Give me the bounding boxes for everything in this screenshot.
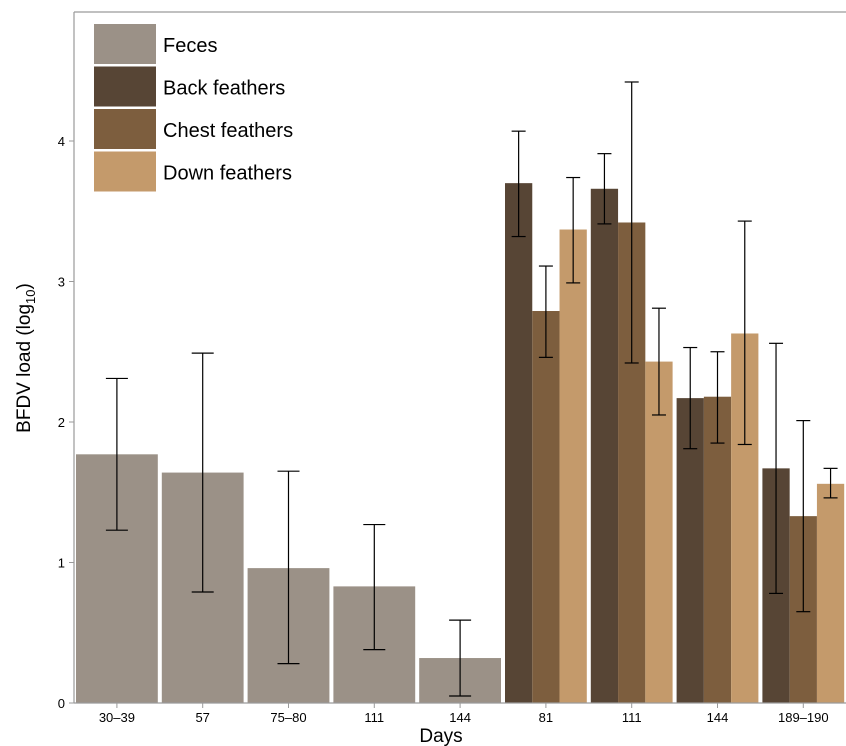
y-axis-label-suffix: ) (14, 283, 35, 289)
axes: 0 1 2 3 4 30–39 57 75–80 111 144 81 111 144 189–190 (58, 11, 846, 725)
legend-swatch (94, 109, 156, 149)
x-tick-label: 111 (622, 710, 642, 725)
legend-swatch (94, 24, 156, 64)
legend-label: Feces (163, 35, 217, 57)
legend-label: Down feathers (163, 163, 292, 185)
y-tick-label: 2 (58, 415, 65, 430)
x-tick-label: 144 (707, 710, 729, 725)
y-tick-label: 3 (58, 275, 65, 290)
bar (645, 361, 673, 703)
legend: Feces Back feathers Chest feathers Down fea… (94, 24, 293, 192)
y-axis-label-main: BFDV load (log (14, 304, 35, 433)
x-tick-label: 189–190 (778, 710, 829, 725)
bar (505, 183, 533, 703)
legend-swatch (94, 66, 156, 107)
y-axis-label-subscript: 10 (23, 290, 38, 304)
legend-swatch (94, 151, 156, 192)
x-tick-label: 75–80 (270, 710, 306, 725)
bar (590, 188, 619, 703)
y-tick-label: 0 (58, 696, 65, 711)
bar (816, 483, 845, 703)
legend-label: Chest feathers (163, 120, 293, 142)
y-tick-label: 4 (58, 134, 65, 149)
legend-label: Back feathers (163, 78, 285, 100)
x-axis-label: Days (419, 726, 462, 746)
x-tick-label: 144 (449, 710, 471, 725)
x-tick-label: 57 (195, 710, 209, 725)
x-tick-label: 81 (539, 710, 553, 725)
x-tick-label: 111 (364, 710, 384, 725)
plot-area (76, 81, 845, 704)
x-tick-label: 30–39 (99, 710, 135, 725)
y-tick-label: 1 (58, 556, 65, 571)
bar (559, 229, 587, 703)
bar (703, 396, 732, 703)
y-axis-label: BFDV load (log10) (14, 283, 38, 433)
bar (532, 311, 560, 703)
